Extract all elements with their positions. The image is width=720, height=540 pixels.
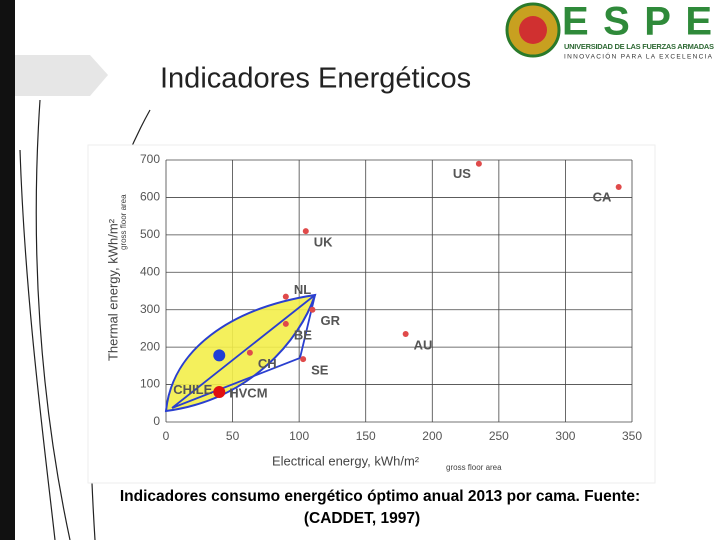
point xyxy=(282,320,289,327)
y-tick-label: 100 xyxy=(140,377,160,391)
point-label: HVCM xyxy=(229,385,267,400)
point-label: GR xyxy=(320,313,340,328)
point xyxy=(402,331,409,338)
y-tick-label: 700 xyxy=(140,152,160,166)
y-tick-label: 600 xyxy=(140,190,160,204)
point-label: BE xyxy=(294,327,312,342)
title-arrow xyxy=(15,55,108,96)
y-tick-label: 0 xyxy=(153,414,160,428)
plot: 0 100 200 300 400 500 600 700 0 50 100 150 200 250 300… xyxy=(105,152,642,472)
point xyxy=(213,386,226,399)
point xyxy=(300,356,307,363)
point-label: SE xyxy=(311,363,329,378)
logo-line2: INNOVACIÓN PARA LA EXCELENCIA xyxy=(564,52,714,61)
y-tick-label: 300 xyxy=(140,302,160,316)
logo-emblem-center xyxy=(519,16,547,44)
point xyxy=(213,349,226,362)
point-label: US xyxy=(453,166,471,181)
point xyxy=(475,160,482,167)
x-tick-label: 0 xyxy=(163,429,170,443)
logo-name: ESPE xyxy=(562,0,712,44)
y-axis-label: Thermal energy, kWh/m² xyxy=(105,218,120,361)
point xyxy=(246,349,253,356)
x-axis-label-sub: gross floor area xyxy=(446,463,502,472)
logo: ESPE UNIVERSIDAD DE LAS FUERZAS ARMADAS … xyxy=(505,0,714,61)
x-tick-label: 50 xyxy=(226,429,240,443)
point-label: AU xyxy=(414,337,433,352)
chart-area xyxy=(87,144,656,484)
side-bar xyxy=(0,0,15,540)
x-tick-label: 350 xyxy=(622,429,642,443)
point-label: CA xyxy=(593,189,612,204)
caption-line: Indicadores consumo energético óptimo an… xyxy=(120,488,640,505)
x-tick-label: 150 xyxy=(356,429,376,443)
x-tick-label: 300 xyxy=(555,429,575,443)
point xyxy=(302,228,309,235)
x-tick-label: 100 xyxy=(289,429,309,443)
y-tick-label: 200 xyxy=(140,339,160,353)
caption-line: (CADDET, 1997) xyxy=(304,510,420,527)
y-tick-label: 500 xyxy=(140,227,160,241)
point xyxy=(309,306,316,313)
point-label: NL xyxy=(294,282,311,297)
y-tick-label: 400 xyxy=(140,264,160,278)
x-tick-label: 200 xyxy=(422,429,442,443)
y-axis-label-sub: gross floor area xyxy=(119,194,128,250)
point-label: UK xyxy=(314,235,333,250)
x-axis-label: Electrical energy, kWh/m² xyxy=(272,453,420,468)
x-tick-label: 250 xyxy=(489,429,509,443)
logo-line1: UNIVERSIDAD DE LAS FUERZAS ARMADAS xyxy=(564,42,714,51)
slide-title: Indicadores Energéticos xyxy=(160,63,471,95)
point xyxy=(282,293,289,300)
point xyxy=(615,183,622,190)
point-label: CH xyxy=(258,356,277,371)
point-label: CHILE xyxy=(173,382,212,397)
